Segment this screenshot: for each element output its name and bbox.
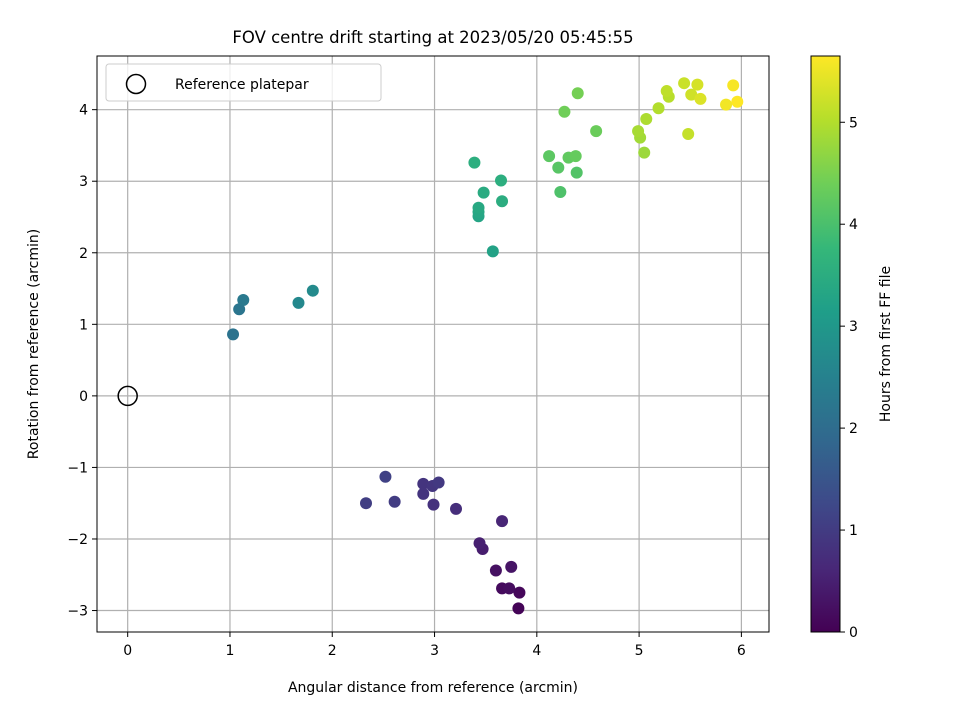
y-tick-label: 2 bbox=[79, 246, 88, 262]
data-point bbox=[503, 582, 516, 595]
colorbar-tick-label: 4 bbox=[849, 217, 858, 233]
y-tick-label: −2 bbox=[67, 532, 88, 548]
colorbar-ticks: 0 1 2 3 4 5 bbox=[840, 115, 858, 641]
data-point bbox=[590, 125, 603, 138]
data-point bbox=[694, 92, 707, 105]
plot-frame bbox=[96, 55, 770, 633]
data-point bbox=[427, 498, 440, 511]
data-point bbox=[417, 477, 430, 490]
data-point bbox=[496, 515, 509, 528]
colorbar: 0 1 2 3 4 5 Hours from first FF file bbox=[810, 55, 894, 641]
data-point bbox=[388, 495, 401, 508]
colorbar-tick-label: 0 bbox=[849, 625, 858, 641]
data-point bbox=[468, 156, 481, 169]
data-point bbox=[571, 87, 584, 100]
y-tick-label: −3 bbox=[67, 604, 88, 620]
colorbar-tick-label: 1 bbox=[849, 523, 858, 539]
data-point bbox=[660, 85, 673, 98]
colorbar-tick-label: 3 bbox=[849, 319, 858, 335]
data-point bbox=[417, 487, 430, 500]
data-point bbox=[727, 79, 740, 92]
data-point bbox=[632, 125, 645, 138]
data-point bbox=[682, 127, 695, 140]
x-axis-ticks: 0 1 2 3 4 5 6 bbox=[123, 632, 746, 659]
data-point bbox=[496, 195, 509, 208]
data-point bbox=[489, 564, 502, 577]
data-point bbox=[477, 186, 490, 199]
chart-title: FOV centre drift starting at 2023/05/20 … bbox=[232, 28, 633, 47]
legend: Reference platepar bbox=[105, 63, 382, 102]
data-point bbox=[678, 77, 691, 90]
data-point bbox=[227, 328, 240, 341]
colorbar-tick-label: 2 bbox=[849, 421, 858, 437]
legend-reference-marker bbox=[125, 73, 147, 95]
y-tick-label: −1 bbox=[67, 460, 88, 476]
data-point bbox=[505, 560, 518, 573]
y-axis-ticks: −3 −2 −1 0 1 2 3 4 bbox=[67, 103, 97, 620]
data-point bbox=[450, 502, 463, 515]
y-tick-label: 3 bbox=[79, 174, 88, 190]
legend-box bbox=[105, 63, 382, 102]
data-point bbox=[685, 88, 698, 101]
x-tick-label: 6 bbox=[737, 643, 746, 659]
y-tick-label: 4 bbox=[79, 103, 88, 119]
x-tick-label: 0 bbox=[123, 643, 132, 659]
data-point bbox=[237, 293, 250, 306]
data-point bbox=[495, 174, 508, 187]
x-tick-label: 2 bbox=[328, 643, 337, 659]
data-point bbox=[552, 161, 565, 174]
colorbar-frame bbox=[810, 55, 841, 633]
x-tick-label: 4 bbox=[532, 643, 541, 659]
x-tick-label: 3 bbox=[430, 643, 439, 659]
data-point bbox=[306, 284, 319, 297]
data-point bbox=[379, 470, 392, 483]
data-point bbox=[360, 497, 373, 510]
data-point bbox=[640, 112, 653, 125]
data-point bbox=[512, 602, 525, 615]
y-axis-label: Rotation from reference (arcmin) bbox=[26, 229, 42, 459]
data-point bbox=[554, 185, 567, 198]
data-point bbox=[472, 201, 485, 214]
x-tick-label: 1 bbox=[226, 643, 235, 659]
grid bbox=[97, 56, 769, 632]
scatter-points bbox=[227, 77, 744, 615]
data-point bbox=[543, 150, 556, 163]
y-tick-label: 0 bbox=[79, 389, 88, 405]
data-point bbox=[292, 296, 305, 309]
legend-label: Reference platepar bbox=[175, 77, 309, 93]
data-point bbox=[691, 78, 704, 91]
data-point bbox=[432, 476, 445, 489]
reference-platepar-marker bbox=[117, 385, 138, 407]
data-point bbox=[731, 95, 744, 108]
data-point bbox=[513, 586, 526, 599]
data-point bbox=[570, 166, 583, 179]
reference-marker-layer bbox=[117, 385, 138, 407]
y-tick-label: 1 bbox=[79, 317, 88, 333]
colorbar-label: Hours from first FF file bbox=[878, 266, 894, 422]
data-point bbox=[233, 303, 246, 316]
data-point bbox=[558, 105, 571, 118]
colorbar-gradient bbox=[811, 56, 840, 632]
x-tick-label: 5 bbox=[635, 643, 644, 659]
data-point bbox=[473, 537, 486, 550]
data-point bbox=[486, 245, 499, 258]
x-axis-label: Angular distance from reference (arcmin) bbox=[288, 680, 578, 696]
data-point bbox=[569, 150, 582, 163]
data-point bbox=[638, 146, 651, 159]
colorbar-tick-label: 5 bbox=[849, 115, 858, 131]
data-point bbox=[720, 98, 733, 111]
data-point bbox=[652, 102, 665, 115]
